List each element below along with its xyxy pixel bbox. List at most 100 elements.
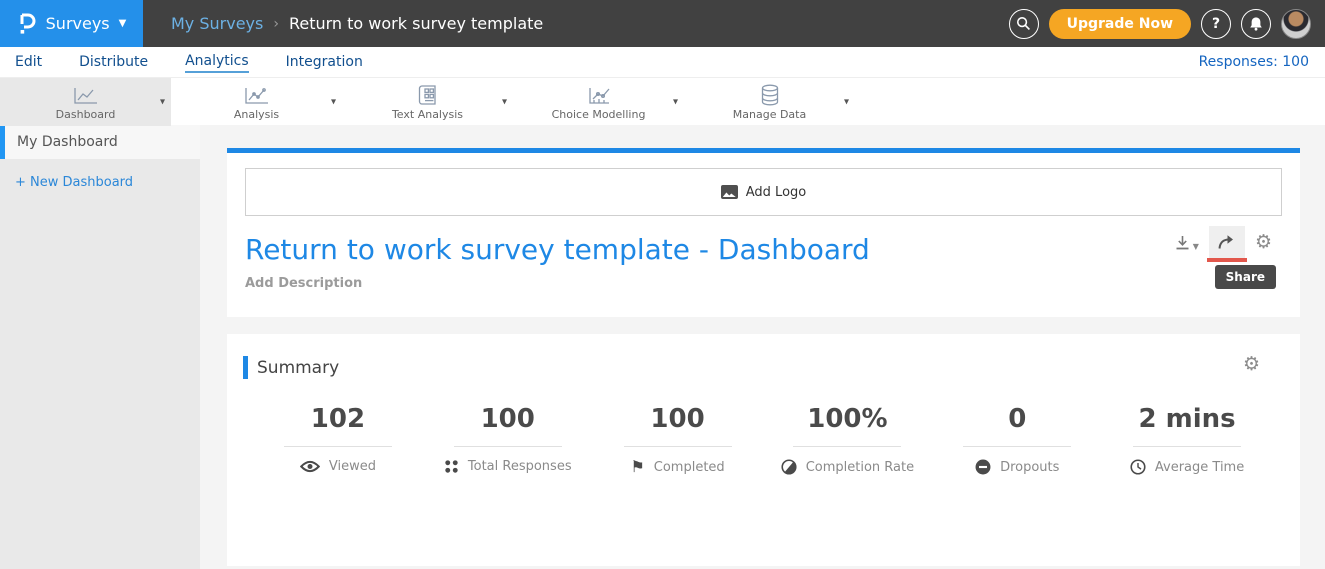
breadcrumb-my-surveys[interactable]: My Surveys bbox=[171, 14, 264, 33]
header-action-buttons: ▼ ⚙ bbox=[1174, 226, 1272, 262]
bell-icon bbox=[1250, 17, 1262, 31]
stat-value: 100 bbox=[650, 404, 705, 434]
stat-divider bbox=[623, 446, 732, 447]
stat-value: 100 bbox=[480, 404, 535, 434]
toolbar-item-label: Analysis bbox=[233, 107, 280, 121]
stat-value: 100% bbox=[807, 404, 888, 434]
user-avatar[interactable] bbox=[1281, 8, 1311, 39]
flag-icon: ⚑ bbox=[630, 457, 645, 476]
toolbar-item-manage-data[interactable]: Manage Data ▾ bbox=[684, 78, 855, 126]
summary-accent-bar bbox=[243, 356, 248, 379]
dashboard-title[interactable]: Return to work survey template - Dashboa… bbox=[245, 233, 870, 266]
text-analysis-icon bbox=[417, 84, 439, 106]
summary-stats-row: 102 Viewed 100 bbox=[243, 404, 1282, 475]
contrast-circle-icon bbox=[781, 459, 797, 475]
tab-edit[interactable]: Edit bbox=[15, 54, 43, 70]
chevron-down-icon: ▼ bbox=[1192, 241, 1199, 251]
upgrade-now-button[interactable]: Upgrade Now bbox=[1048, 8, 1191, 39]
breadcrumb: My Surveys › Return to work survey templ… bbox=[171, 14, 543, 33]
responses-count: Responses: 100 bbox=[1198, 54, 1309, 70]
stat-label: Viewed bbox=[328, 459, 376, 474]
chevron-down-icon[interactable]: ▾ bbox=[501, 96, 507, 108]
stat-viewed: 102 Viewed bbox=[253, 404, 423, 475]
stat-divider bbox=[793, 446, 902, 447]
sidebar-item-my-dashboard[interactable]: My Dashboard bbox=[0, 125, 200, 159]
dashboard-chart-icon bbox=[72, 84, 100, 106]
share-active-underline bbox=[1206, 258, 1247, 262]
download-button[interactable]: ▼ bbox=[1174, 234, 1199, 251]
summary-title: Summary bbox=[257, 357, 340, 378]
grid-dots-icon bbox=[444, 459, 459, 474]
chevron-down-icon[interactable]: ▾ bbox=[672, 96, 678, 108]
stat-value: 102 bbox=[310, 404, 366, 434]
page-body: My Dashboard + New Dashboard Add Logo Re… bbox=[0, 125, 1325, 569]
toolbar-item-analysis[interactable]: Analysis ▾ bbox=[171, 78, 342, 126]
toolbar-item-dashboard[interactable]: Dashboard ▾ bbox=[0, 78, 171, 126]
questionpro-logo-icon bbox=[20, 13, 36, 34]
new-dashboard-button[interactable]: + New Dashboard bbox=[15, 175, 134, 190]
search-icon bbox=[1017, 16, 1031, 30]
chevron-down-icon[interactable]: ▾ bbox=[159, 96, 165, 108]
stat-divider bbox=[1133, 446, 1242, 447]
chevron-down-icon[interactable]: ▾ bbox=[330, 96, 336, 108]
sidebar-item-label: My Dashboard bbox=[17, 134, 118, 150]
dashboard-header-card: Add Logo Return to work survey template … bbox=[227, 153, 1300, 317]
add-logo-dropzone[interactable]: Add Logo bbox=[245, 168, 1282, 216]
stat-average-time: 2 mins Average Time bbox=[1102, 404, 1272, 475]
breadcrumb-current: Return to work survey template bbox=[288, 14, 544, 33]
tab-integration[interactable]: Integration bbox=[285, 54, 363, 70]
summary-card: Summary ⚙ 102 Viewed 100 bbox=[227, 334, 1300, 566]
notifications-button[interactable] bbox=[1241, 8, 1271, 39]
help-button[interactable]: ? bbox=[1201, 8, 1231, 39]
tab-distribute[interactable]: Distribute bbox=[79, 54, 149, 70]
stat-completed: 100 ⚑ Completed bbox=[593, 404, 763, 475]
download-icon bbox=[1176, 235, 1189, 249]
stat-label: Dropouts bbox=[1000, 459, 1060, 475]
content-accent-bar bbox=[227, 148, 1300, 153]
stat-label: Average Time bbox=[1154, 459, 1245, 475]
stat-completion-rate: 100% Completion Rate bbox=[762, 404, 932, 475]
toolbar-item-label: Choice Modelling bbox=[551, 107, 646, 121]
summary-settings-gear-icon[interactable]: ⚙ bbox=[1242, 353, 1260, 375]
stat-label: Completion Rate bbox=[805, 459, 915, 475]
minus-circle-icon bbox=[975, 459, 991, 475]
image-icon bbox=[720, 185, 738, 199]
toolbar-item-text-analysis[interactable]: Text Analysis ▾ bbox=[342, 78, 513, 126]
stat-label: Completed bbox=[653, 459, 725, 475]
tab-analytics[interactable]: Analytics bbox=[185, 51, 249, 73]
stat-divider bbox=[963, 446, 1072, 447]
chevron-down-icon[interactable]: ▾ bbox=[843, 96, 849, 108]
stat-dropouts: 0 Dropouts bbox=[932, 404, 1102, 475]
share-tooltip: Share bbox=[1214, 265, 1276, 289]
choice-modelling-icon bbox=[586, 84, 612, 106]
topbar-actions: Upgrade Now ? bbox=[1008, 0, 1311, 47]
add-description-placeholder[interactable]: Add Description bbox=[245, 276, 363, 291]
share-icon bbox=[1218, 235, 1234, 249]
toolbar-item-label: Dashboard bbox=[55, 107, 116, 121]
search-button[interactable] bbox=[1008, 8, 1039, 39]
database-icon bbox=[759, 84, 781, 106]
app-switcher[interactable]: Surveys ▼ bbox=[0, 0, 143, 47]
dashboard-content: Add Logo Return to work survey template … bbox=[200, 125, 1325, 569]
eye-icon bbox=[299, 460, 320, 473]
summary-header: Summary bbox=[243, 356, 1282, 379]
top-bar: Surveys ▼ My Surveys › Return to work su… bbox=[0, 0, 1325, 47]
stat-divider bbox=[453, 446, 562, 447]
toolbar-item-choice-modelling[interactable]: Choice Modelling ▾ bbox=[513, 78, 684, 126]
app-menu-label: Surveys bbox=[45, 14, 110, 33]
question-mark-icon: ? bbox=[1211, 15, 1221, 32]
analytics-toolbar: Dashboard ▾ Analysis ▾ Text Analysis ▾ C… bbox=[0, 77, 1325, 126]
share-button[interactable] bbox=[1206, 226, 1247, 262]
toolbar-item-label: Manage Data bbox=[732, 107, 807, 121]
header-settings-gear-icon[interactable]: ⚙ bbox=[1254, 230, 1272, 253]
chevron-down-icon: ▼ bbox=[118, 18, 127, 29]
toolbar-item-label: Text Analysis bbox=[391, 107, 464, 121]
stat-divider bbox=[283, 446, 392, 447]
analysis-chart-icon bbox=[243, 84, 271, 106]
add-logo-label: Add Logo bbox=[745, 184, 807, 200]
stat-value: 2 mins bbox=[1138, 404, 1236, 434]
section-divider bbox=[227, 317, 1300, 334]
dashboard-sidebar: My Dashboard + New Dashboard bbox=[0, 125, 200, 569]
clock-icon bbox=[1130, 459, 1146, 475]
stat-total-responses: 100 Total Responses bbox=[423, 404, 593, 475]
